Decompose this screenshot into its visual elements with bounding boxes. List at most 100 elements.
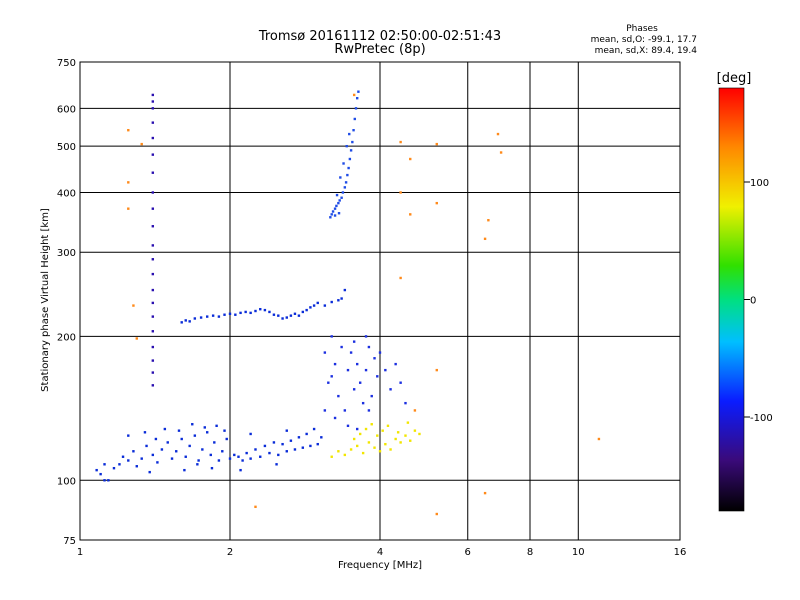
data-point — [99, 472, 102, 476]
data-point — [140, 142, 143, 146]
data-point — [188, 444, 191, 448]
data-point — [339, 176, 342, 179]
data-points — [95, 90, 601, 516]
data-point — [293, 312, 297, 315]
data-point — [254, 309, 257, 313]
data-point — [272, 441, 276, 444]
data-point — [228, 457, 232, 460]
data-point — [151, 453, 155, 457]
data-point — [127, 181, 130, 184]
data-point — [389, 448, 392, 451]
data-point — [156, 461, 159, 464]
data-point — [151, 121, 155, 124]
data-point — [135, 337, 138, 340]
data-point — [349, 448, 353, 451]
data-point — [346, 368, 350, 372]
data-point — [132, 450, 135, 453]
data-point — [233, 453, 236, 457]
data-point — [413, 429, 417, 432]
data-point — [210, 466, 214, 470]
data-point — [330, 335, 333, 338]
data-point — [151, 345, 155, 349]
data-point — [435, 201, 438, 205]
data-point — [378, 450, 382, 453]
data-point — [140, 457, 143, 460]
data-point — [483, 237, 487, 241]
data-point — [151, 359, 155, 362]
data-point — [376, 375, 379, 378]
data-point — [118, 463, 121, 466]
data-point — [337, 201, 340, 205]
data-point — [316, 301, 319, 305]
data-point — [352, 128, 355, 132]
data-point — [346, 424, 350, 428]
data-point — [289, 439, 293, 442]
data-point — [127, 459, 130, 462]
data-point — [354, 107, 358, 110]
data-point — [370, 423, 373, 426]
data-point — [347, 166, 350, 170]
y-tick-label: 500 — [57, 142, 76, 153]
data-point — [418, 432, 421, 436]
data-point — [333, 362, 337, 366]
data-point — [597, 437, 601, 441]
phases-x-stats: mean, sd,X: 89.4, 19.4 — [595, 46, 698, 56]
data-point — [396, 431, 400, 434]
data-point — [112, 466, 116, 470]
x-tick-label: 16 — [674, 547, 687, 558]
data-point — [151, 315, 155, 318]
x-tick-label: 6 — [465, 547, 471, 558]
data-point — [323, 351, 327, 354]
data-point — [351, 140, 354, 144]
data-point — [378, 351, 382, 354]
data-point — [201, 448, 204, 451]
data-point — [151, 191, 155, 194]
data-point — [399, 191, 402, 194]
data-point — [184, 455, 187, 458]
data-point — [151, 93, 155, 97]
data-point — [213, 441, 216, 444]
data-point — [249, 457, 252, 460]
data-point — [177, 429, 181, 432]
data-point — [217, 315, 221, 318]
data-point — [343, 288, 347, 292]
data-point — [394, 437, 397, 441]
data-point — [285, 450, 288, 453]
data-point — [483, 491, 487, 495]
data-point — [355, 96, 359, 100]
data-point — [223, 429, 226, 432]
data-point — [355, 444, 359, 448]
data-point — [343, 186, 347, 189]
data-point — [209, 453, 212, 457]
chart-title-line1: Tromsø 20161112 02:50:00-02:51:43 — [258, 29, 501, 44]
data-point — [370, 394, 373, 398]
data-point — [277, 453, 280, 457]
colorbar-tick-label: 0 — [750, 296, 756, 307]
data-point — [277, 314, 280, 317]
colorbar-tick-label: 100 — [750, 178, 769, 189]
data-point — [330, 300, 333, 304]
data-point — [373, 446, 376, 449]
colorbar-ticks: 100 0 -100 — [744, 178, 773, 424]
data-point — [148, 470, 151, 474]
data-point — [384, 368, 387, 372]
data-point — [435, 368, 438, 372]
data-point — [263, 444, 267, 448]
data-point — [357, 90, 360, 93]
data-point — [337, 212, 341, 215]
data-point — [335, 204, 338, 208]
data-point — [333, 214, 337, 217]
data-point — [127, 128, 130, 132]
data-point — [151, 153, 155, 156]
data-point — [193, 317, 197, 320]
data-point — [151, 207, 155, 210]
data-point — [132, 304, 135, 307]
data-point — [170, 457, 174, 460]
data-point — [358, 381, 362, 384]
data-point — [217, 459, 221, 462]
data-point — [151, 258, 155, 261]
grid-lines — [80, 62, 680, 540]
y-tick-label: 300 — [57, 248, 76, 259]
data-point — [399, 140, 402, 144]
